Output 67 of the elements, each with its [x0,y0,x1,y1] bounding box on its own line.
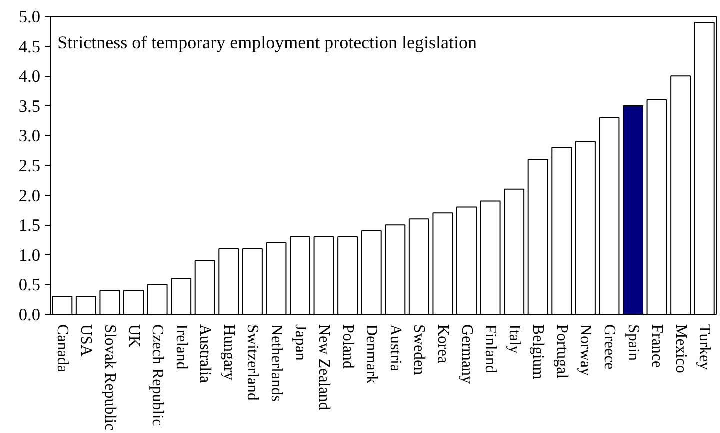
x-tick-label: Denmark [363,324,380,384]
x-tick-label: Finland [482,324,500,374]
text: Strictness of temporary employment protection legislation [58,32,478,52]
bar [100,290,120,314]
bar [599,117,620,314]
y-tick-label: 3.5 [18,96,41,116]
bar [147,284,168,314]
y-tick-label: 4.0 [18,67,41,86]
x-tick-label: Japan [292,324,309,361]
x-tick-label: Germany [458,324,476,384]
bar [242,248,263,314]
y-tick-label: 0.0 [18,306,41,324]
x-tick-label: Greece [600,324,618,370]
bar [646,99,668,314]
x-tick-label: Czech Republic [149,324,166,426]
bar [338,236,358,314]
x-tick-label: Korea [434,324,452,364]
x-tick-label: Canada [54,324,71,372]
bar [314,236,334,314]
bar [290,236,310,314]
x-tick-label: Spain [624,324,642,361]
bar [432,212,454,314]
y-tick-label: 2.0 [18,186,41,206]
bar [76,296,96,314]
x-tick-label: Portugal [553,324,570,380]
x-tick-label: Sweden [410,324,428,376]
x-tick-label: Netherlands [268,324,285,402]
bar [124,290,144,314]
x-tick-label: Poland [339,324,356,369]
bar [218,248,240,314]
bar [385,224,406,314]
bar [456,206,477,314]
x-tick-label: France [648,324,666,368]
bar [194,260,216,314]
bar [504,188,525,314]
bar [480,200,501,314]
y-tick-label: 3.0 [18,126,41,146]
x-tick-label: Hungary [220,324,238,380]
x-tick-label: Turkey [696,324,714,370]
x-tick-label: New Zealand [316,324,333,410]
bar [552,147,572,314]
bar [623,105,644,314]
bar [266,242,287,314]
bar [528,159,548,314]
bar [52,296,73,314]
bar [670,76,692,314]
bar [575,141,596,314]
x-tick-label: Norway [577,324,594,376]
x-tick-label: Belgium [530,324,547,380]
x-tick-label: Australia [196,324,214,384]
y-tick-label: 4.5 [18,37,41,56]
y-tick-label: 5.0 [18,8,41,26]
x-tick-label: Italy [506,324,523,354]
x-tick-label: Slovak Republic [101,324,118,431]
y-tick-label: 2.5 [18,156,41,176]
x-tick-label: UK [125,324,142,348]
x-tick-label: Mexico [672,324,690,374]
y-tick-label: 0.5 [18,276,41,295]
bar [408,218,430,314]
y-tick-label: 1.0 [18,246,41,265]
bar [171,278,192,314]
x-tick-label: USA [78,324,95,357]
x-tick-label: Ireland [172,324,190,370]
y-tick-label: 1.5 [18,216,41,236]
x-tick-label: Switzerland [244,324,262,401]
bar [361,230,382,314]
x-tick-label: Austria [386,324,404,372]
